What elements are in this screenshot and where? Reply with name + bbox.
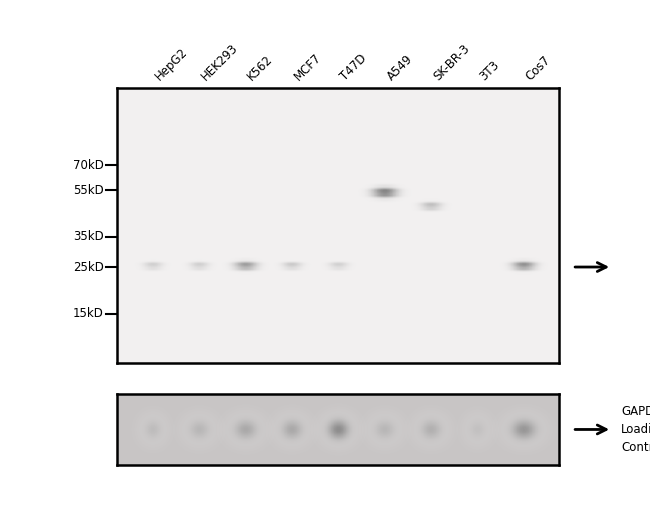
Text: 55kD: 55kD <box>73 184 104 197</box>
Text: K562: K562 <box>245 52 276 83</box>
Text: 15kD: 15kD <box>73 307 104 320</box>
Text: SK-BR-3: SK-BR-3 <box>431 42 472 83</box>
Text: 3T3: 3T3 <box>477 58 502 83</box>
Text: HEK293: HEK293 <box>199 41 240 83</box>
Text: T47D: T47D <box>338 51 369 83</box>
Text: GAPDH
Loading
Control: GAPDH Loading Control <box>621 405 650 454</box>
Text: 35kD: 35kD <box>73 230 104 243</box>
Text: MCF7: MCF7 <box>292 50 324 83</box>
Text: HepG2: HepG2 <box>152 45 190 83</box>
Text: Cos7: Cos7 <box>524 53 553 83</box>
Text: 70kD: 70kD <box>73 159 104 172</box>
Text: A549: A549 <box>384 52 415 83</box>
Text: 25kD: 25kD <box>73 261 104 274</box>
